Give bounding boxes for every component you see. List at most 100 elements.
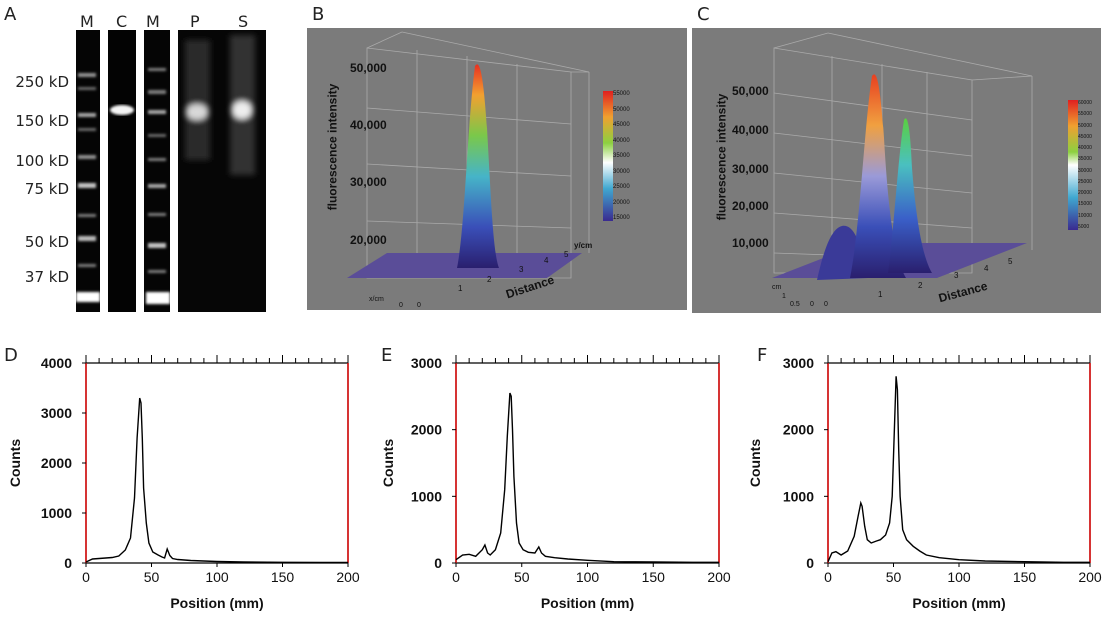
lane-label-m1: M bbox=[80, 12, 94, 31]
surface-c-side-05: 0.5 bbox=[790, 301, 800, 308]
y-tick-label: 4000 bbox=[41, 355, 72, 371]
surface-c-side-0b: 0 bbox=[824, 301, 828, 308]
cbar-c-9: 15000 bbox=[1078, 201, 1092, 208]
x-tick-label: 200 bbox=[1078, 569, 1102, 585]
surface-b-yunit: y/cm bbox=[574, 241, 593, 250]
surface-b-xunit: x/cm bbox=[369, 296, 384, 303]
mw-marker-250: 250 kD bbox=[15, 73, 69, 91]
lane-label-s: S bbox=[238, 12, 249, 31]
surface-c-side-1: 1 bbox=[782, 293, 786, 300]
cbar-b-6: 25000 bbox=[613, 184, 630, 190]
surface-c-xtick-5: 5 bbox=[1008, 257, 1013, 266]
panel-letter-a: A bbox=[4, 4, 17, 25]
surface-c-ytick-1: 40,000 bbox=[732, 123, 769, 137]
surface-c-xtick-3: 3 bbox=[954, 271, 959, 280]
x-axis-title: Position (mm) bbox=[541, 595, 634, 611]
lane-label-p: P bbox=[190, 12, 200, 31]
y-axis-title: Counts bbox=[7, 439, 23, 487]
mw-marker-50: 50 kD bbox=[24, 233, 69, 251]
surface-c-colorbar bbox=[1068, 100, 1078, 230]
mw-marker-37: 37 kD bbox=[24, 268, 69, 286]
y-tick-label: 1000 bbox=[783, 488, 814, 504]
surface-c-side-unit: cm bbox=[772, 284, 782, 291]
surface-c-colorbar-labels: 60000 55000 50000 45000 40000 35000 3000… bbox=[1078, 100, 1100, 230]
panel-letter-d: D bbox=[4, 345, 18, 366]
surface-c-xtick-2: 2 bbox=[918, 281, 923, 290]
surface-b-origin-0: 0 bbox=[399, 302, 403, 309]
x-tick-label: 100 bbox=[947, 569, 971, 585]
panel-letter-f: F bbox=[757, 345, 768, 366]
cbar-c-1: 55000 bbox=[1078, 111, 1092, 118]
surface-b-peak bbox=[457, 64, 499, 269]
x-axis-title: Position (mm) bbox=[170, 595, 263, 611]
cbar-c-3: 45000 bbox=[1078, 133, 1092, 140]
x-tick-label: 50 bbox=[144, 569, 160, 585]
surface-c-ytick-4: 10,000 bbox=[732, 236, 769, 250]
x-tick-label: 200 bbox=[336, 569, 360, 585]
surface-b-xtick-5: 5 bbox=[564, 250, 569, 259]
surface-b-xtick-3: 3 bbox=[519, 265, 524, 274]
y-axis-title: Counts bbox=[380, 439, 396, 487]
cbar-c-5: 35000 bbox=[1078, 156, 1092, 163]
gel-lane-m1 bbox=[76, 30, 100, 312]
cbar-c-6: 30000 bbox=[1078, 167, 1092, 174]
lane-label-m2: M bbox=[146, 12, 160, 31]
gel-image bbox=[76, 30, 266, 312]
cbar-b-3: 40000 bbox=[613, 137, 630, 144]
surface-b-ytick-3: 20,000 bbox=[350, 233, 387, 247]
cbar-b-1: 50000 bbox=[613, 106, 630, 113]
x-tick-label: 150 bbox=[271, 569, 295, 585]
y-tick-label: 0 bbox=[806, 555, 814, 571]
y-tick-label: 2000 bbox=[411, 422, 442, 438]
surface-b-graphic bbox=[347, 31, 613, 279]
surface-b-xtick-1: 1 bbox=[458, 284, 463, 293]
surface-b-xtick-2: 2 bbox=[487, 275, 492, 284]
surface-plot-c: fluorescence intensity 50,000 40,000 30,… bbox=[692, 28, 1101, 313]
cbar-c-7: 25000 bbox=[1078, 178, 1092, 185]
gel-lane-m2 bbox=[144, 30, 170, 312]
cbar-b-5: 30000 bbox=[613, 168, 630, 175]
cbar-c-2: 50000 bbox=[1078, 122, 1092, 129]
count-trace bbox=[455, 392, 719, 564]
count-trace bbox=[85, 397, 348, 564]
cbar-b-4: 35000 bbox=[613, 153, 630, 159]
surface-c-ytick-2: 30,000 bbox=[732, 162, 769, 176]
x-tick-label: 150 bbox=[1013, 569, 1037, 585]
x-tick-label: 50 bbox=[886, 569, 902, 585]
mw-marker-75: 75 kD bbox=[24, 180, 69, 198]
count-trace bbox=[827, 376, 1090, 564]
y-tick-label: 3000 bbox=[783, 355, 814, 371]
surface-c-ytick-3: 20,000 bbox=[732, 199, 769, 213]
cbar-c-8: 20000 bbox=[1078, 190, 1092, 197]
cbar-c-11: 5000 bbox=[1078, 223, 1090, 230]
cbar-c-0: 60000 bbox=[1078, 100, 1092, 106]
x-tick-label: 0 bbox=[824, 569, 832, 585]
surface-c-peak-1 bbox=[850, 74, 906, 279]
y-tick-label: 2000 bbox=[41, 455, 72, 471]
x-tick-label: 0 bbox=[82, 569, 90, 585]
x-tick-label: 0 bbox=[452, 569, 460, 585]
cbar-b-2: 45000 bbox=[613, 122, 630, 128]
x-tick-label: 50 bbox=[514, 569, 530, 585]
surface-b-colorbar bbox=[603, 91, 613, 221]
x-tick-label: 150 bbox=[642, 569, 666, 585]
y-tick-label: 1000 bbox=[41, 505, 72, 521]
cbar-b-7: 20000 bbox=[613, 199, 630, 206]
y-tick-label: 0 bbox=[64, 555, 72, 571]
gel-lane-c bbox=[108, 30, 136, 312]
surface-b-ytick-2: 30,000 bbox=[350, 175, 387, 189]
surface-b-colorbar-labels: 55000 50000 45000 40000 35000 30000 2500… bbox=[613, 91, 639, 221]
surface-c-ylabel: fluorescence intensity bbox=[714, 93, 729, 221]
surface-c-xtick-4: 4 bbox=[984, 264, 989, 273]
cbar-b-8: 15000 bbox=[613, 215, 630, 221]
y-tick-label: 3000 bbox=[41, 405, 72, 421]
surface-c-ytick-0: 50,000 bbox=[732, 84, 769, 98]
surface-c-side-0a: 0 bbox=[810, 301, 814, 308]
x-tick-label: 200 bbox=[707, 569, 731, 585]
x-tick-label: 100 bbox=[205, 569, 229, 585]
mw-marker-150: 150 kD bbox=[15, 112, 69, 130]
surface-c-peak-2 bbox=[888, 118, 932, 273]
y-tick-label: 1000 bbox=[411, 488, 442, 504]
